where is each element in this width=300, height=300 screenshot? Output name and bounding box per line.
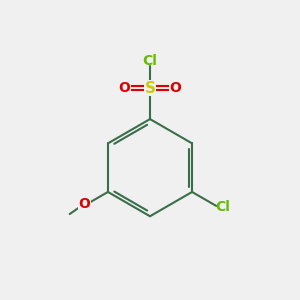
Text: Cl: Cl xyxy=(142,54,158,68)
Text: O: O xyxy=(118,81,130,95)
Text: O: O xyxy=(79,197,91,211)
Text: Cl: Cl xyxy=(215,200,230,214)
Text: O: O xyxy=(170,81,182,95)
Text: S: S xyxy=(145,81,155,96)
